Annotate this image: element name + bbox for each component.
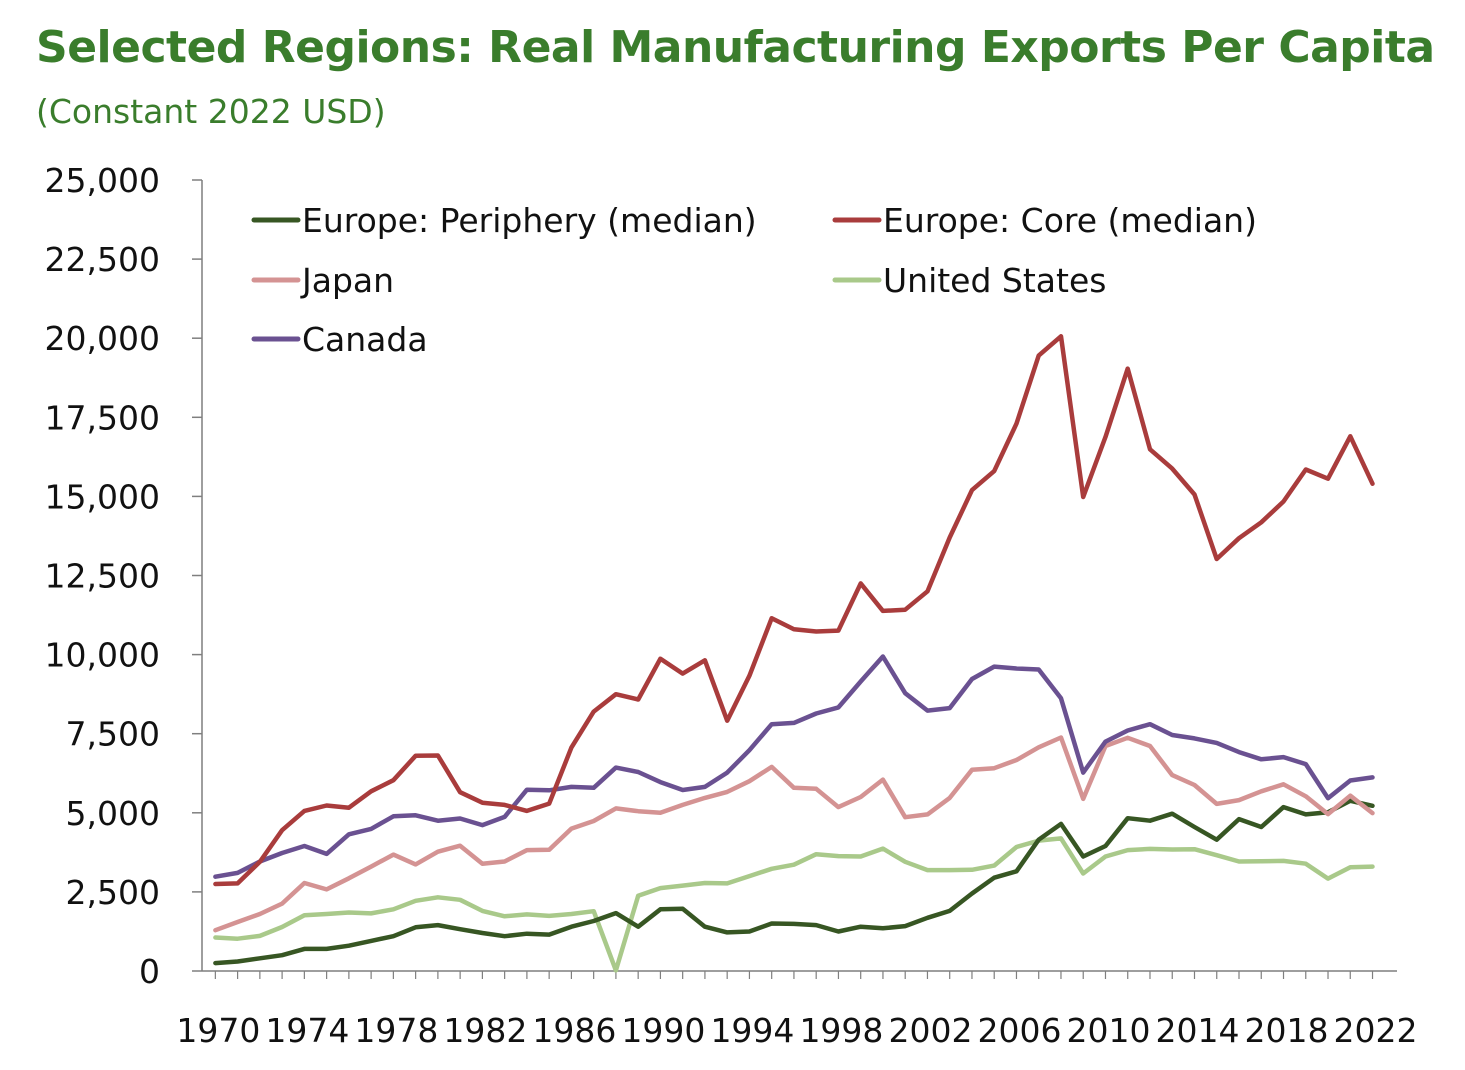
y-tick-label: 25,000 [45, 161, 160, 200]
y-tick-label: 5,000 [66, 794, 160, 833]
series-line-united-states [213, 836, 1375, 973]
legend: Europe: Periphery (median) Europe: Core (… [251, 201, 1257, 359]
series-line-europe-core-median [213, 334, 1375, 887]
x-tick-label: 2018 [1245, 1011, 1329, 1050]
series-line-japan [213, 735, 1375, 933]
x-tick-label: 2022 [1334, 1011, 1418, 1050]
legend-label: Europe: Periphery (median) [302, 201, 757, 240]
x-tick-label: 1982 [443, 1011, 527, 1050]
x-tick-label: 2006 [977, 1011, 1061, 1050]
y-tick-label: 22,500 [45, 240, 160, 279]
x-tick-label: 1974 [265, 1011, 349, 1050]
y-tick-label: 15,000 [45, 477, 160, 516]
x-tick-label: 1978 [354, 1011, 438, 1050]
chart-title: Selected Regions: Real Manufacturing Exp… [36, 22, 1435, 73]
chart-subtitle: (Constant 2022 USD) [36, 92, 386, 131]
y-tick-label: 17,500 [45, 398, 160, 437]
x-tick-label: 1986 [532, 1011, 616, 1050]
x-tick-label: 1994 [710, 1011, 794, 1050]
y-tick-label: 0 [139, 952, 160, 991]
series-line-europe-periphery-median [213, 798, 1375, 966]
legend-label: United States [883, 261, 1106, 300]
x-tick-label: 1970 [176, 1011, 260, 1050]
x-tick-label: 1998 [799, 1011, 883, 1050]
x-tick-label: 2002 [888, 1011, 972, 1050]
legend-label: Canada [302, 320, 428, 359]
y-tick-label: 20,000 [45, 319, 160, 358]
series-lines [213, 334, 1375, 973]
series-line-canada [213, 654, 1375, 879]
legend-label: Japan [300, 261, 394, 300]
y-tick-label: 10,000 [45, 636, 160, 675]
x-tick-label: 2010 [1066, 1011, 1150, 1050]
y-tick-label: 2,500 [66, 873, 160, 912]
x-tick-label: 1990 [621, 1011, 705, 1050]
axes: 0 2,500 5,000 7,500 10,000 12,500 15,000 17,500… [45, 161, 1418, 1050]
y-tick-label: 7,500 [66, 715, 160, 754]
y-tick-label: 12,500 [45, 557, 160, 596]
legend-label: Europe: Core (median) [883, 201, 1257, 240]
x-tick-label: 2014 [1156, 1011, 1240, 1050]
